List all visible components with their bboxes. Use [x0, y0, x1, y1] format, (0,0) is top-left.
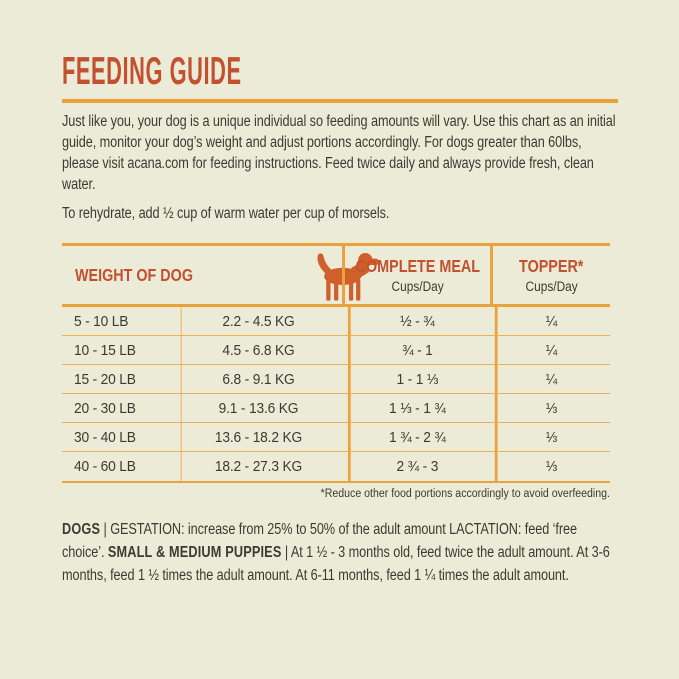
topper-cell: ¼	[494, 336, 605, 364]
gestation-puppies-notes: DOGS | GESTATION: increase from 25% to 5…	[62, 518, 618, 587]
weight-kg-cell: 6.8 - 9.1 KG	[180, 365, 336, 393]
weight-kg-cell: 9.1 - 13.6 KG	[180, 394, 336, 422]
weight-lb-cell: 10 - 15 LB	[73, 341, 136, 359]
weight-lb-cell: 15 - 20 LB	[73, 370, 136, 388]
table-row: 10 - 15 LB 4.5 - 6.8 KG ¾ - 1 ¼	[62, 336, 610, 365]
feeding-table: WEIGHT OF DOG	[62, 243, 610, 483]
weight-of-dog-header-cell: WEIGHT OF DOG	[62, 246, 379, 304]
weight-kg-cell: 13.6 - 18.2 KG	[180, 423, 336, 451]
topper-cell: ¼	[494, 365, 605, 393]
puppies-feeding-text: | At 1 ½ - 3 months old, feed twice the …	[62, 544, 610, 584]
weight-of-dog-label: WEIGHT OF DOG	[75, 264, 193, 285]
complete-meal-cell: ¾ - 1	[347, 336, 484, 364]
rehydrate-note: To rehydrate, add ½ cup of warm water pe…	[62, 205, 390, 222]
table-row: 5 - 10 LB 2.2 - 4.5 KG ½ - ¾ ¼	[62, 307, 610, 336]
topper-cell: ⅓	[494, 423, 605, 451]
table-row: 40 - 60 LB 18.2 - 27.3 KG 2 ¾ - 3 ⅓	[62, 452, 610, 481]
complete-meal-cell: ½ - ¾	[347, 307, 484, 335]
page-title: FEEDING GUIDE	[62, 50, 242, 93]
table-row: 15 - 20 LB 6.8 - 9.1 KG 1 - 1 ⅓ ¼	[62, 365, 610, 394]
topper-cell: ¼	[494, 307, 605, 335]
complete-meal-header-cell: COMPLETE MEAL Cups/Day	[342, 246, 490, 304]
intro-paragraph: Just like you, your dog is a unique indi…	[62, 113, 616, 193]
title-underline	[62, 99, 618, 103]
weight-kg-cell: 4.5 - 6.8 KG	[180, 336, 336, 364]
complete-meal-cell: 1 ⅓ - 1 ¾	[347, 394, 484, 422]
complete-meal-cell: 1 ¾ - 2 ¾	[347, 423, 484, 451]
table-row: 20 - 30 LB 9.1 - 13.6 KG 1 ⅓ - 1 ¾ ⅓	[62, 394, 610, 423]
topper-cell: ⅓	[494, 452, 605, 481]
weight-kg-cell: 2.2 - 4.5 KG	[180, 307, 336, 335]
complete-meal-cell: 2 ¾ - 3	[347, 452, 484, 481]
topper-label: TOPPER*	[519, 256, 584, 276]
complete-meal-units: Cups/Day	[391, 279, 444, 294]
gestation-lactation-text: | GESTATION: increase from 25% to 50% of…	[62, 521, 577, 561]
topper-header-cell: TOPPER* Cups/Day	[490, 246, 610, 304]
topper-cell: ⅓	[494, 394, 605, 422]
weight-lb-cell: 40 - 60 LB	[73, 458, 136, 475]
overfeeding-footnote: *Reduce other food portions accordingly …	[320, 488, 610, 500]
complete-meal-label: COMPLETE MEAL	[355, 256, 480, 276]
weight-lb-cell: 30 - 40 LB	[73, 428, 136, 446]
puppies-label: SMALL & MEDIUM PUPPIES	[107, 544, 282, 561]
table-row: 30 - 40 LB 13.6 - 18.2 KG 1 ¾ - 2 ¾ ⅓	[62, 423, 610, 452]
topper-units: Cups/Day	[525, 279, 578, 294]
weight-lb-cell: 5 - 10 LB	[73, 312, 129, 330]
weight-lb-cell: 20 - 30 LB	[73, 399, 136, 417]
dogs-label: DOGS	[62, 521, 101, 538]
complete-meal-cell: 1 - 1 ⅓	[347, 365, 484, 393]
feeding-table-header-row: WEIGHT OF DOG	[62, 246, 610, 307]
weight-kg-cell: 18.2 - 27.3 KG	[180, 452, 336, 481]
